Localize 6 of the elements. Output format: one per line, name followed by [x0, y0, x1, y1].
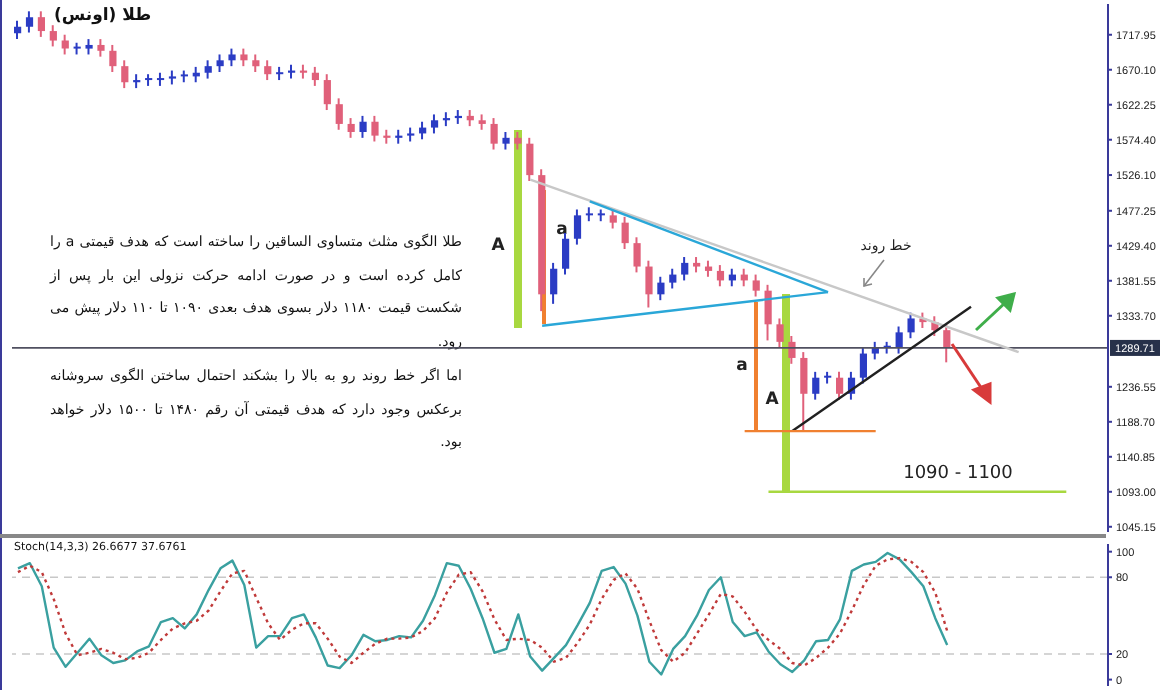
annotation: a — [736, 356, 748, 376]
annotation: A — [765, 390, 779, 410]
annotation: 1090 - 1100 — [903, 464, 1013, 484]
annotation: A — [491, 236, 505, 256]
chart-title: طلا (اونس) — [54, 6, 152, 26]
annotation: a — [556, 220, 568, 240]
